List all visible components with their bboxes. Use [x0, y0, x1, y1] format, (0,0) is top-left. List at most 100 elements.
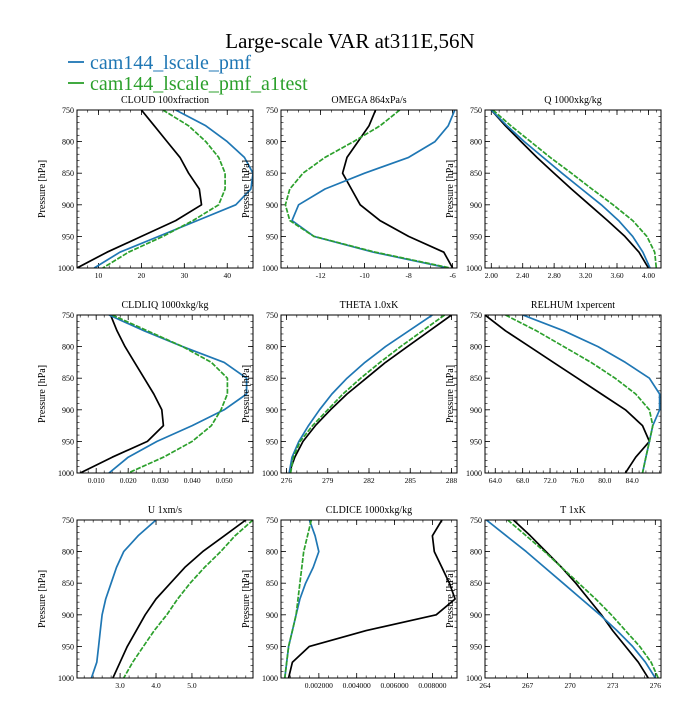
series-line-1 — [490, 110, 651, 268]
x-tick-label: 2.40 — [516, 271, 529, 280]
y-tick-label: 750 — [266, 311, 278, 320]
x-tick-label: 20 — [138, 271, 146, 280]
figure-title: Large-scale VAR at311E,56N — [225, 29, 474, 53]
y-tick-label: 1000 — [466, 469, 482, 478]
x-tick-label: 84.0 — [626, 476, 639, 485]
x-tick-label: 0.002000 — [305, 681, 333, 690]
plot-frame — [484, 519, 662, 679]
y-tick-label: 1000 — [262, 674, 278, 683]
x-tick-label: 5.0 — [187, 681, 197, 690]
y-tick-label: 850 — [470, 169, 482, 178]
x-tick-label: 285 — [405, 476, 417, 485]
x-tick-label: 72.0 — [543, 476, 556, 485]
y-tick-label: 750 — [266, 106, 278, 115]
y-tick-label: 950 — [62, 232, 74, 241]
y-tick-label: 900 — [266, 611, 278, 620]
x-tick-label: -12 — [316, 271, 326, 280]
y-tick-label: 800 — [470, 343, 482, 352]
x-tick-label: 40 — [223, 271, 231, 280]
panel-grid: CLOUD 100xfraction Pressure [hPa] 750 800 85… — [37, 95, 662, 690]
x-tick-label: 288 — [446, 476, 458, 485]
plot-frame — [76, 314, 254, 474]
x-tick-label: 276 — [281, 476, 293, 485]
x-tick-label: 0.040 — [184, 476, 201, 485]
panel-title: Q 1000xkg/kg — [544, 95, 602, 106]
series-line-0 — [341, 110, 454, 268]
x-tick-label: 273 — [607, 681, 619, 690]
legend: cam144_lscale_pmfcam144_lscale_pmf_a1tes… — [68, 52, 308, 95]
y-tick-label: 800 — [470, 548, 482, 557]
y-axis-label: Pressure [hPa] — [37, 160, 48, 218]
plot-frame — [280, 519, 458, 679]
y-axis-label: Pressure [hPa] — [241, 160, 252, 218]
y-tick-label: 900 — [470, 201, 482, 210]
y-tick-label: 1000 — [466, 264, 482, 273]
x-tick-label: 0.008000 — [418, 681, 446, 690]
y-tick-label: 750 — [470, 311, 482, 320]
y-tick-label: 850 — [470, 374, 482, 383]
series-line-0 — [490, 110, 650, 268]
x-tick-label: 4.0 — [151, 681, 161, 690]
x-tick-label: 279 — [322, 476, 334, 485]
y-tick-label: 800 — [470, 138, 482, 147]
y-tick-label: 900 — [470, 611, 482, 620]
y-tick-label: 850 — [266, 374, 278, 383]
y-tick-label: 900 — [62, 611, 74, 620]
series-line-2 — [289, 315, 446, 473]
panel-5: RELHUM 1xpercent Pressure [hPa] 750 800 850 9… — [445, 300, 662, 485]
y-tick-label: 950 — [470, 437, 482, 446]
series-line-0 — [485, 315, 651, 473]
series-line-1 — [522, 315, 661, 473]
panel-title: CLOUD 100xfraction — [121, 95, 209, 106]
y-tick-label: 1000 — [58, 264, 74, 273]
x-tick-label: -6 — [449, 271, 455, 280]
x-tick-label: 276 — [650, 681, 662, 690]
y-tick-label: 900 — [470, 406, 482, 415]
y-tick-label: 950 — [62, 642, 74, 651]
series-line-2 — [122, 520, 253, 678]
panel-7: CLDICE 1000xkg/kg Pressure [hPa] 750 800 850… — [241, 505, 458, 690]
x-tick-label: 76.0 — [571, 476, 584, 485]
series-line-1 — [90, 520, 157, 678]
legend-label-0: cam144_lscale_pmf — [90, 52, 251, 74]
y-axis-label: Pressure [hPa] — [445, 160, 456, 218]
y-axis-label: Pressure [hPa] — [37, 365, 48, 423]
y-tick-label: 750 — [470, 106, 482, 115]
y-tick-label: 850 — [266, 169, 278, 178]
y-tick-label: 850 — [266, 579, 278, 588]
series-line-0 — [79, 315, 165, 473]
y-tick-label: 800 — [266, 138, 278, 147]
x-tick-label: 2.00 — [485, 271, 498, 280]
panel-title: RELHUM 1xpercent — [531, 300, 615, 311]
y-axis-label: Pressure [hPa] — [241, 570, 252, 628]
panel-0: CLOUD 100xfraction Pressure [hPa] 750 800 85… — [37, 95, 254, 280]
plot-frame — [484, 314, 662, 474]
series-line-0 — [112, 520, 247, 678]
y-axis-label: Pressure [hPa] — [37, 570, 48, 628]
series-line-2 — [284, 110, 451, 268]
panel-title: OMEGA 864xPa/s — [331, 95, 406, 106]
panel-title: T 1xK — [560, 505, 586, 516]
y-tick-label: 850 — [62, 169, 74, 178]
series-line-0 — [77, 110, 203, 268]
y-tick-label: 1000 — [58, 469, 74, 478]
x-tick-label: 0.006000 — [380, 681, 408, 690]
panel-3: CLDLIQ 1000xkg/kg Pressure [hPa] 750 800 850… — [37, 300, 254, 485]
x-tick-label: 282 — [363, 476, 375, 485]
x-tick-label: 0.030 — [152, 476, 169, 485]
series-line-2 — [507, 520, 659, 678]
series-line-1 — [291, 110, 456, 268]
panel-2: Q 1000xkg/kg Pressure [hPa] 750 800 850 900 95… — [445, 95, 662, 280]
y-tick-label: 750 — [62, 106, 74, 115]
series-line-2 — [102, 110, 226, 268]
y-tick-label: 750 — [62, 516, 74, 525]
y-axis-label: Pressure [hPa] — [445, 365, 456, 423]
x-tick-label: 4.00 — [642, 271, 655, 280]
panel-6: U 1xm/s Pressure [hPa] 750 800 850 900 950 1000… — [37, 505, 254, 690]
y-tick-label: 1000 — [262, 469, 278, 478]
x-tick-label: 0.004000 — [343, 681, 371, 690]
series-line-0 — [512, 520, 649, 678]
y-tick-label: 750 — [470, 516, 482, 525]
